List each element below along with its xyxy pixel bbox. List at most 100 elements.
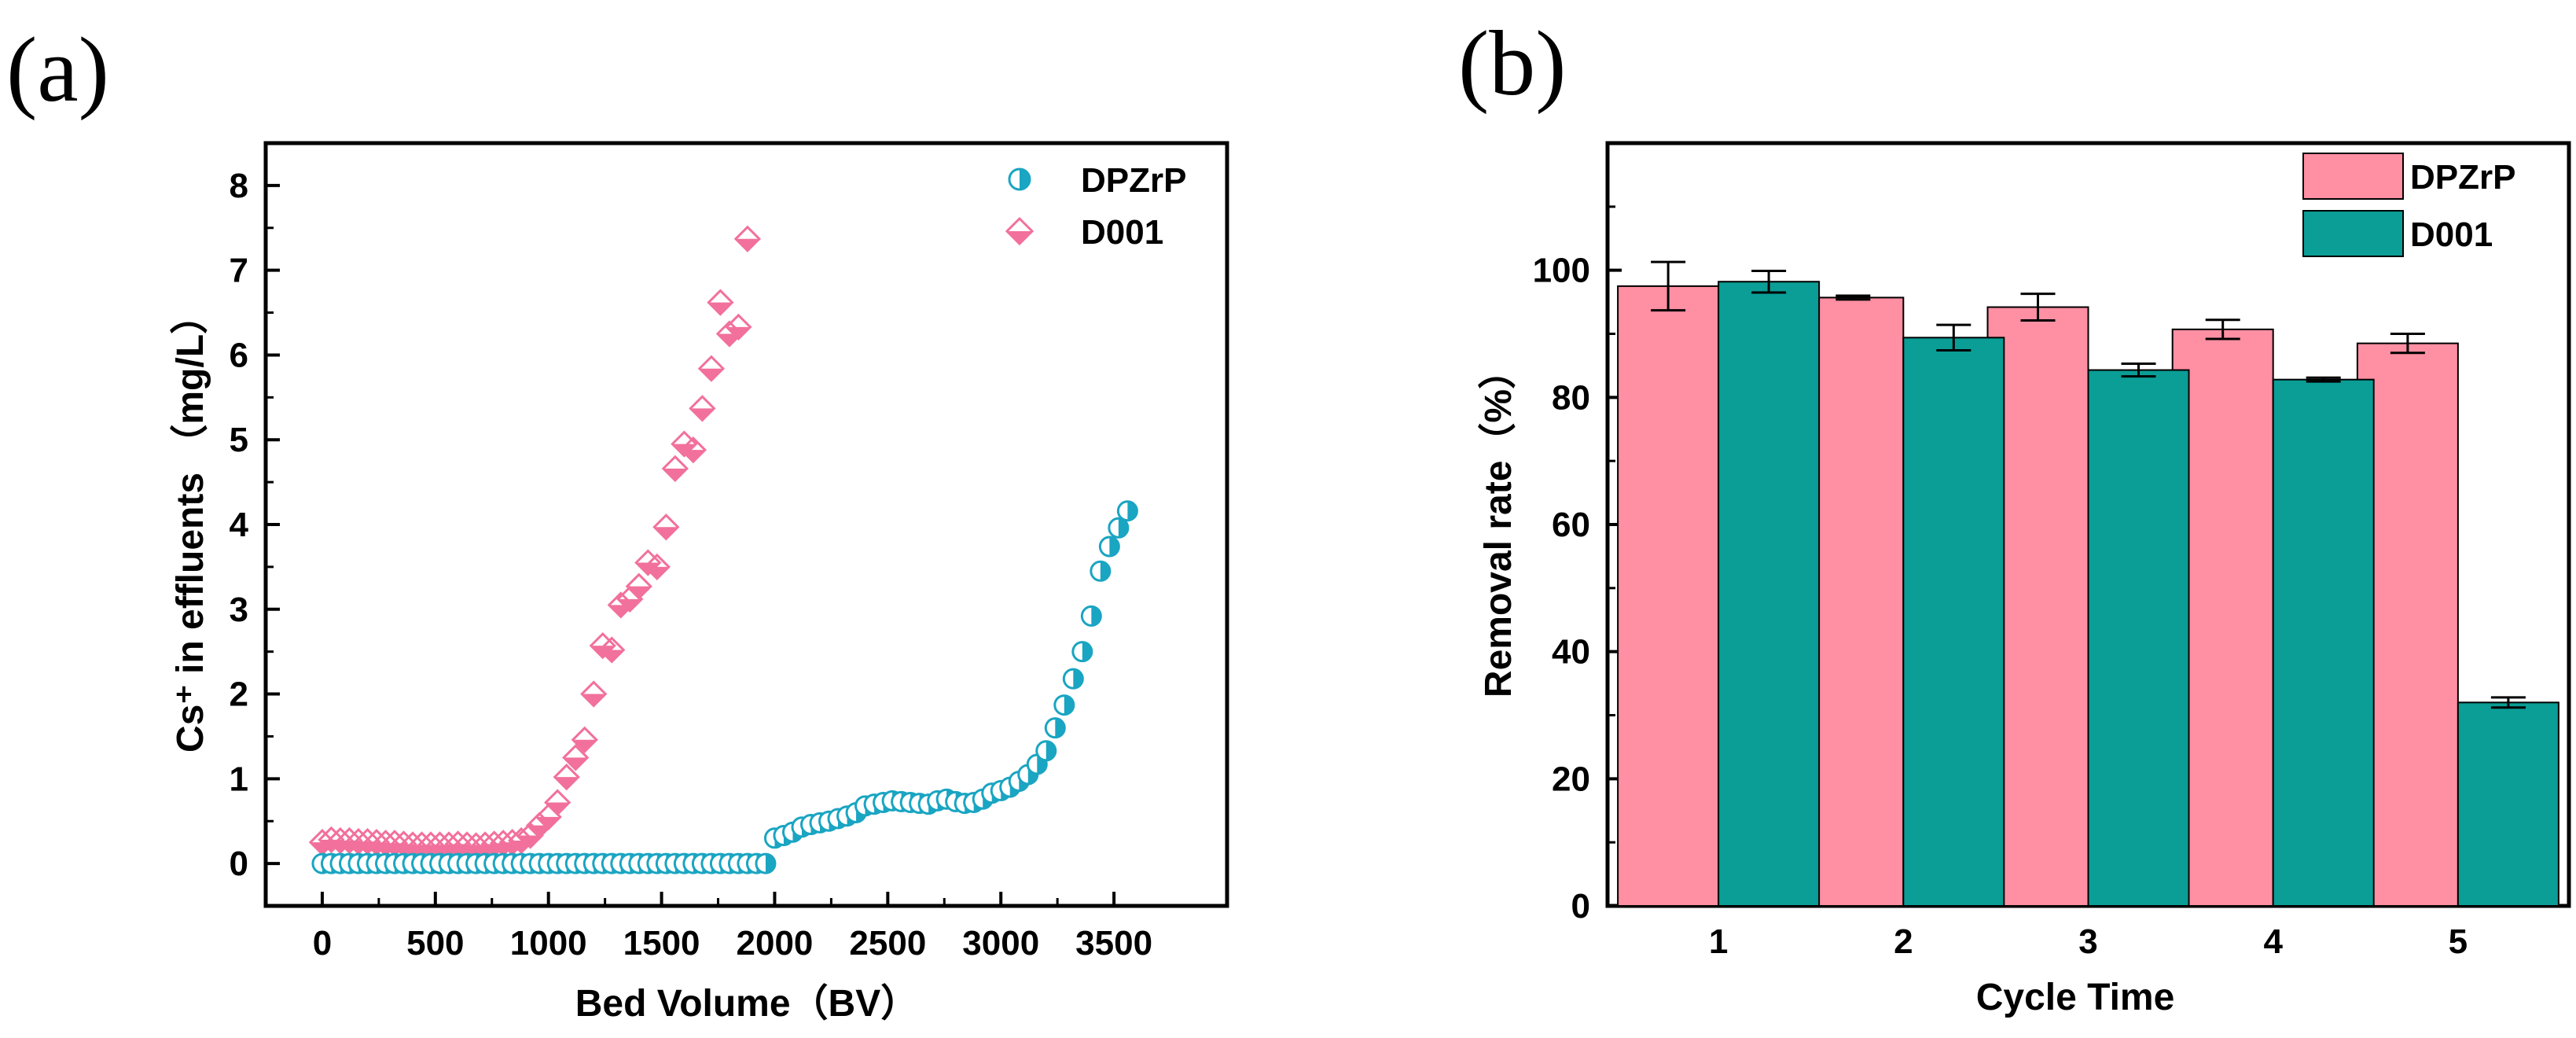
d001-point-34-fill (618, 598, 642, 611)
d001-point-46-fill (726, 326, 751, 339)
plot-a-xlabel: Bed Volume（BV） (575, 983, 919, 1025)
legend-label-dpzrp: DPZrP (1081, 161, 1186, 200)
a-xtick-label-0: 0 (313, 924, 332, 963)
d001-point-27-fill (554, 777, 579, 790)
d001-point-43-outline (697, 355, 726, 382)
legend-dpzrp-symbol (1008, 167, 1031, 191)
d001-point-29-outline (571, 726, 598, 753)
a-xtick-label-6: 3000 (962, 924, 1039, 963)
d001-point-42 (689, 395, 716, 422)
d001-point-42-fill (690, 408, 715, 421)
d001-bar-0 (1718, 281, 1821, 907)
d001-bar-1 (1902, 337, 2005, 907)
plot-b-bars (1617, 260, 2559, 907)
b-ytick-label-4: 80 (1552, 378, 1590, 417)
plot-b: 0 20 40 60 80 100 1 2 3 4 5 Cycle Time Removal rat… (1478, 141, 2571, 1018)
dpzrp-point-84 (1071, 641, 1093, 663)
b-ytick-label-1: 20 (1552, 760, 1590, 798)
a-ytick-label-4: 4 (230, 506, 249, 544)
d001-point-47 (733, 225, 762, 252)
d001-point-28-fill (564, 757, 588, 770)
d001-point-46-outline (725, 313, 752, 340)
d001-point-37-outline (643, 553, 671, 581)
dpzrp-point-82 (1053, 694, 1075, 716)
plot-b-legend: DPZrP D001 (2302, 153, 2515, 257)
plot-a-ylabel: Cs⁺ in effluents （mg/L） (170, 296, 211, 753)
dpzrp-point-81-fill (1055, 718, 1065, 738)
d001-point-41-fill (681, 450, 705, 462)
d001-point-43-fill (699, 368, 723, 381)
legend-d001-symbol (1005, 216, 1034, 246)
plot-b-ylabel: Removal rate（%） (1478, 352, 1520, 698)
d001-point-29-fill (572, 739, 597, 752)
dpzrp-point-49 (755, 852, 777, 874)
d001-bar-3 (2272, 378, 2375, 907)
d001-point-35-fill (627, 586, 651, 598)
d001-point-28-outline (562, 744, 590, 771)
legend-marker-d001 (1005, 216, 1034, 246)
dpzrp-point-86 (1090, 560, 1112, 582)
d001-point-35-outline (625, 572, 652, 600)
legend-label-d001-b: D001 (2410, 215, 2493, 254)
d001-point-47-outline (733, 225, 762, 252)
b-ytick-label-0: 0 (1571, 887, 1590, 926)
d001-point-42-outline (689, 395, 716, 422)
d001-point-38-fill (654, 527, 678, 539)
d001-point-41 (679, 436, 707, 464)
plot-a: 0 500 1000 1500 2000 2500 3000 3500 0 1 2 3 4 5 6 7 8 Be… (170, 141, 1229, 1025)
dpzrp-point-88 (1108, 517, 1130, 539)
d001-point-44-outline (707, 289, 734, 316)
a-ytick-label-8: 8 (230, 167, 248, 205)
a-ytick-label-5: 5 (230, 421, 248, 459)
legend-d001-symbol-fill (1007, 231, 1032, 244)
dpzrp-point-85 (1080, 605, 1102, 627)
d001-point-23-fill (518, 835, 542, 848)
panel-label-a: (a) (6, 18, 109, 121)
d001-point-25-fill (536, 816, 560, 829)
d001-point-3-outline (336, 826, 363, 855)
d001-point-2-outline (326, 826, 355, 855)
a-xtick-label-7: 3500 (1075, 924, 1152, 963)
b-xtick-label-4: 5 (2449, 922, 2468, 961)
a-ytick-label-1: 1 (230, 760, 248, 798)
legend-label-dpzrp-b: DPZrP (2410, 158, 2515, 197)
d001-point-31-outline (589, 632, 616, 660)
d001-point-1-outline (318, 826, 345, 854)
d001-point-39 (661, 455, 689, 482)
dpzrp-point-85-fill (1091, 606, 1101, 626)
d001-point-35 (625, 572, 652, 600)
d001-point-29 (571, 726, 598, 753)
d001-point-32-fill (600, 650, 624, 662)
dpzrp-point-87 (1098, 536, 1120, 558)
dpzrp-point-84-fill (1082, 642, 1092, 661)
dpzrp-point-87-fill (1109, 537, 1119, 557)
d001-point-32 (598, 636, 626, 664)
d001-point-37 (643, 553, 671, 581)
a-xtick-label-5: 2500 (849, 924, 926, 963)
d001-bar-4 (2457, 701, 2559, 907)
dpzrp-point-80-fill (1045, 741, 1056, 760)
b-xtick-label-3: 4 (2263, 922, 2283, 961)
legend-label-d001: D001 (1081, 213, 1163, 252)
d001-point-38-outline (652, 513, 680, 541)
d001-point-30 (580, 680, 608, 708)
a-xtick-label-4: 2000 (737, 924, 814, 963)
a-ytick-label-3: 3 (230, 591, 248, 629)
d001-point-24-fill (527, 825, 552, 837)
plot-b-ticks: 0 20 40 60 80 100 1 2 3 4 5 (1533, 205, 2468, 961)
dpzrp-point-89-fill (1127, 501, 1137, 521)
plot-b-xlabel: Cycle Time (1976, 977, 2175, 1018)
dpzrp-point-89 (1116, 500, 1138, 522)
d001-point-38 (652, 513, 680, 541)
dpzrp-bar-0 (1617, 285, 1720, 907)
d001-point-36-outline (634, 549, 662, 576)
b-ytick-label-5: 100 (1533, 252, 1590, 290)
dpzrp-point-80 (1035, 740, 1057, 762)
dpzrp-point-82-fill (1064, 695, 1074, 715)
d001-point-26 (544, 789, 571, 816)
legend-dpzrp-symbol-fill (1020, 169, 1030, 190)
dpzrp-point-49-fill (765, 854, 775, 874)
plot-a-ticks: 0 500 1000 1500 2000 2500 3000 3500 0 1 2 3 4 5 6 7 8 (230, 167, 1153, 963)
d001-point-26-outline (544, 789, 571, 816)
